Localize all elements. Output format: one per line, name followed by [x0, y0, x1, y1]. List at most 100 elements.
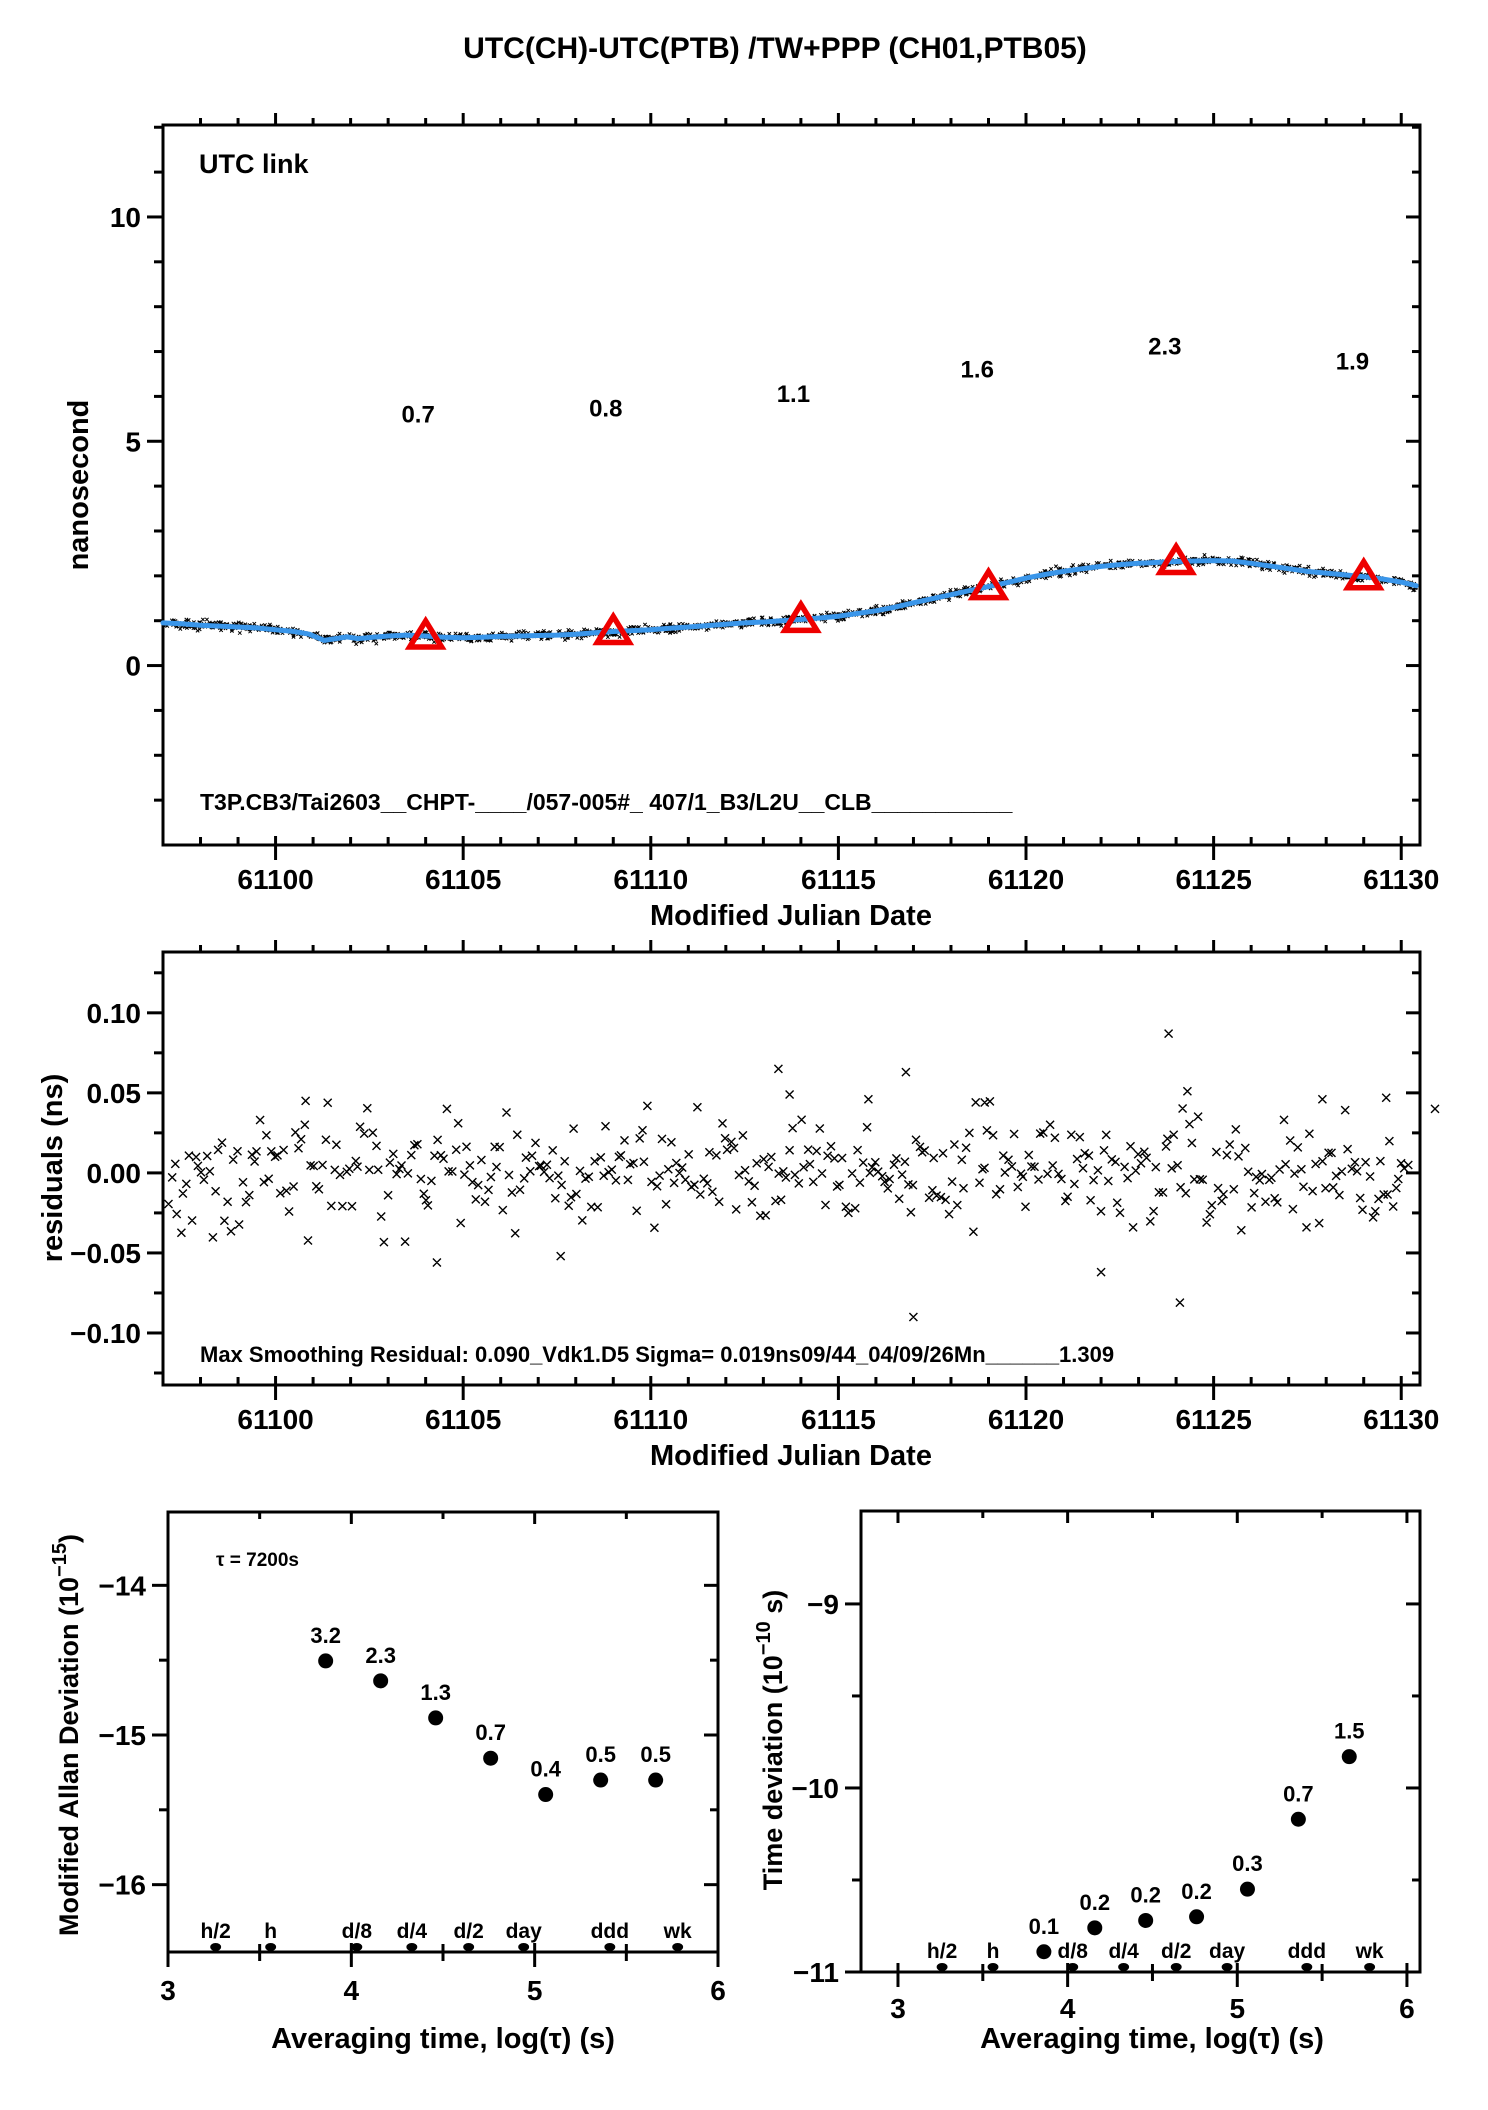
- mdev-point-label: 2.3: [365, 1643, 396, 1668]
- tau-interval-label: d/8: [1058, 1940, 1089, 1963]
- mdev-point-label: 0.4: [530, 1757, 561, 1782]
- mdev-ylabel: Modified Allan Deviation (10−15): [49, 1534, 84, 1936]
- triangle-marker: [404, 615, 447, 650]
- x-tick-label: 61110: [613, 864, 688, 895]
- tau-interval-dot: [1301, 1963, 1313, 1971]
- x-tick-label: 4: [344, 1975, 360, 2006]
- tau-interval-label: d/2: [1161, 1940, 1191, 1963]
- y-tick-label: −16: [99, 1870, 147, 1901]
- tau-interval-dot: [265, 1943, 277, 1951]
- tau-interval-dot: [604, 1943, 616, 1951]
- mdev-point-label: 0.7: [475, 1720, 506, 1745]
- smoothing-stats-text: Max Smoothing Residual: 0.090_Vdk1.D5 Si…: [200, 1342, 1114, 1367]
- x-tick-label: 61105: [425, 1404, 501, 1435]
- top-xlabel: Modified Julian Date: [650, 900, 932, 932]
- tau-interval-dot: [1118, 1963, 1130, 1971]
- y-tick-label: −10: [792, 1773, 840, 1804]
- tau-interval-label: d/8: [342, 1920, 373, 1943]
- tau-interval-dot: [351, 1943, 363, 1951]
- tau-interval-dot: [672, 1943, 684, 1951]
- y-tick-label: 10: [110, 202, 141, 233]
- calibration-value-label: 0.7: [401, 401, 434, 428]
- utc-link-panel: 61100 61105 61110 61115 61120 61125 61130 0 5 10 0…: [110, 113, 1439, 895]
- triangle-marker: [779, 599, 822, 634]
- y-tick-label: 5: [125, 426, 141, 457]
- tau-annotation: τ = 7200s: [216, 1550, 299, 1571]
- smoothed-line: [160, 558, 1419, 643]
- x-tick-label: 6: [710, 1975, 726, 2006]
- x-tick-label: 61130: [1363, 1404, 1439, 1435]
- tdev-xlabel: Averaging time, log(τ) (s): [980, 2023, 1324, 2055]
- residuals-ylabel: residuals (ns): [37, 1074, 69, 1263]
- tdev-point-label: 0.2: [1079, 1890, 1110, 1915]
- panel-border: [161, 123, 1422, 847]
- mdev-point-label: 3.2: [310, 1623, 341, 1648]
- calibration-value-label: 1.1: [777, 381, 810, 408]
- x-tick-label: 61120: [988, 864, 1064, 895]
- residuals-xlabel: Modified Julian Date: [650, 1440, 932, 1472]
- tau-interval-dot: [1364, 1963, 1376, 1971]
- panel-border: [859, 1509, 1422, 1974]
- panel-border: [166, 1510, 720, 1954]
- tau-interval-label: wk: [1355, 1940, 1384, 1963]
- x-tick-label: 6: [1399, 1993, 1415, 2024]
- x-tick-label: 61125: [1175, 1404, 1251, 1435]
- tau-interval-label: ddd: [591, 1920, 629, 1943]
- tau-interval-label: h: [987, 1940, 1000, 1963]
- x-tick-label: 61125: [1175, 864, 1251, 895]
- y-tick-label: 0.00: [87, 1158, 142, 1189]
- mdev-xlabel: Averaging time, log(τ) (s): [271, 2023, 615, 2055]
- y-tick-label: −15: [99, 1720, 147, 1751]
- tau-interval-label: d/4: [397, 1920, 428, 1943]
- x-tick-label: 61100: [237, 1404, 313, 1435]
- tdev-point: [1239, 1881, 1255, 1897]
- tdev-point-label: 0.2: [1181, 1879, 1212, 1904]
- tau-interval-label: h/2: [200, 1920, 230, 1943]
- y-tick-label: −0.10: [70, 1318, 141, 1349]
- x-tick-label: 5: [1229, 1993, 1245, 2024]
- mdev-point-label: 1.3: [420, 1680, 451, 1705]
- calibration-value-label: 0.8: [589, 396, 622, 423]
- plot-panels: 61100 61105 61110 61115 61120 61125 61130 0 5 10 0…: [70, 113, 1440, 2024]
- x-tick-label: 5: [527, 1975, 543, 2006]
- tdev-point: [1341, 1749, 1357, 1765]
- y-tick-label: 0.05: [87, 1078, 142, 1109]
- tdev-ylabel: Time deviation (10−10 s): [753, 1590, 788, 1891]
- mdev-point: [593, 1772, 609, 1788]
- triangle-marker: [967, 566, 1010, 601]
- calibration-value-label: 1.9: [1336, 348, 1369, 375]
- mdev-point: [648, 1772, 664, 1788]
- mdev-point: [483, 1750, 499, 1766]
- triangle-marker: [592, 611, 635, 646]
- tdev-point: [1036, 1944, 1052, 1960]
- tdev-point: [1087, 1920, 1103, 1936]
- mdev-panel: 3 4 5 6 −14 −15 −16 3.2 2.3 1.3 0.7 0.4 0.5 0.5 h/2 h d/…: [99, 1510, 726, 2006]
- x-tick-label: 61120: [988, 1404, 1064, 1435]
- x-tick-label: 61110: [613, 1404, 688, 1435]
- tau-interval-dot: [406, 1943, 418, 1951]
- tau-interval-dot: [987, 1963, 999, 1971]
- tdev-point-label: 1.5: [1334, 1719, 1365, 1744]
- x-tick-label: 4: [1060, 1993, 1076, 2024]
- mdev-point: [373, 1673, 389, 1689]
- tau-interval-dot: [210, 1943, 222, 1951]
- tau-interval-dot: [463, 1943, 475, 1951]
- tau-interval-dot: [518, 1943, 530, 1951]
- tdev-point: [1189, 1909, 1205, 1925]
- y-tick-label: −9: [807, 1589, 839, 1620]
- tau-interval-label: d/2: [453, 1920, 483, 1943]
- x-tick-label: 61130: [1363, 864, 1439, 895]
- tau-interval-label: d/4: [1108, 1940, 1139, 1963]
- tau-interval-label: h/2: [927, 1940, 957, 1963]
- tdev-panel: 3 4 5 6 −9 −10 −11 0.1 0.2 0.2 0.2 0.3 0.7 1.5 h/2 h d/8…: [792, 1509, 1422, 2024]
- tau-interval-dot: [1170, 1963, 1182, 1971]
- y-tick-label: 0: [125, 651, 141, 682]
- residuals-panel: 61100 61105 61110 61115 61120 61125 61130 0.10 0…: [70, 940, 1440, 1435]
- top-ylabel: nanosecond: [63, 400, 95, 571]
- tdev-point: [1290, 1811, 1306, 1827]
- x-tick-label: 61115: [801, 864, 876, 895]
- tdev-point-label: 0.1: [1029, 1914, 1060, 1939]
- y-tick-label: −11: [793, 1957, 839, 1988]
- x-tick-label: 3: [890, 1993, 906, 2024]
